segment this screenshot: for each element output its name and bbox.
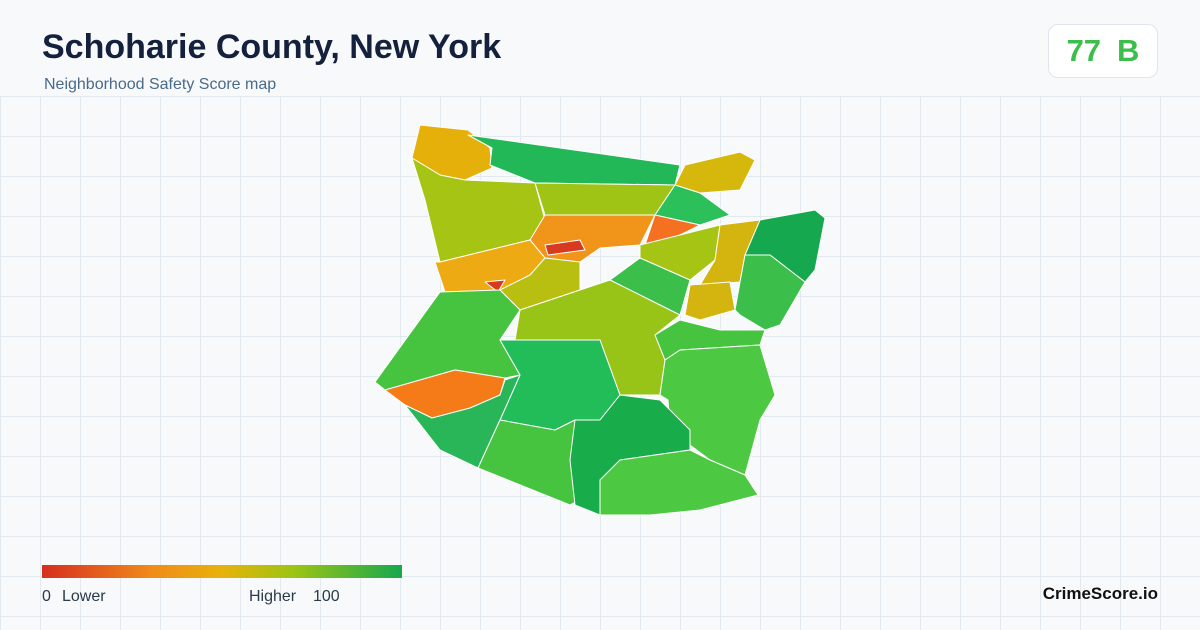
region [374, 289, 521, 391]
region [534, 182, 676, 216]
title: Schoharie County, New York [42, 28, 502, 66]
region [674, 151, 756, 194]
score-badge: 77 B [1048, 24, 1158, 78]
legend-min: 0 [42, 588, 51, 605]
region [544, 239, 586, 256]
region [467, 134, 681, 186]
brand: CrimeScore.io [1042, 584, 1158, 603]
region [654, 184, 731, 226]
score-grade: B [1117, 33, 1140, 68]
region [484, 279, 506, 293]
region [404, 374, 521, 469]
region [499, 339, 621, 431]
legend-max-label: Higher [249, 588, 297, 605]
legend-gradient [42, 565, 402, 578]
region [599, 449, 759, 516]
subtitle: Neighborhood Safety Score map [44, 76, 277, 93]
region [684, 281, 736, 321]
score-value: 77 [1066, 33, 1102, 68]
legend-max: 100 [313, 588, 340, 605]
legend-min-label: Lower [62, 588, 106, 605]
